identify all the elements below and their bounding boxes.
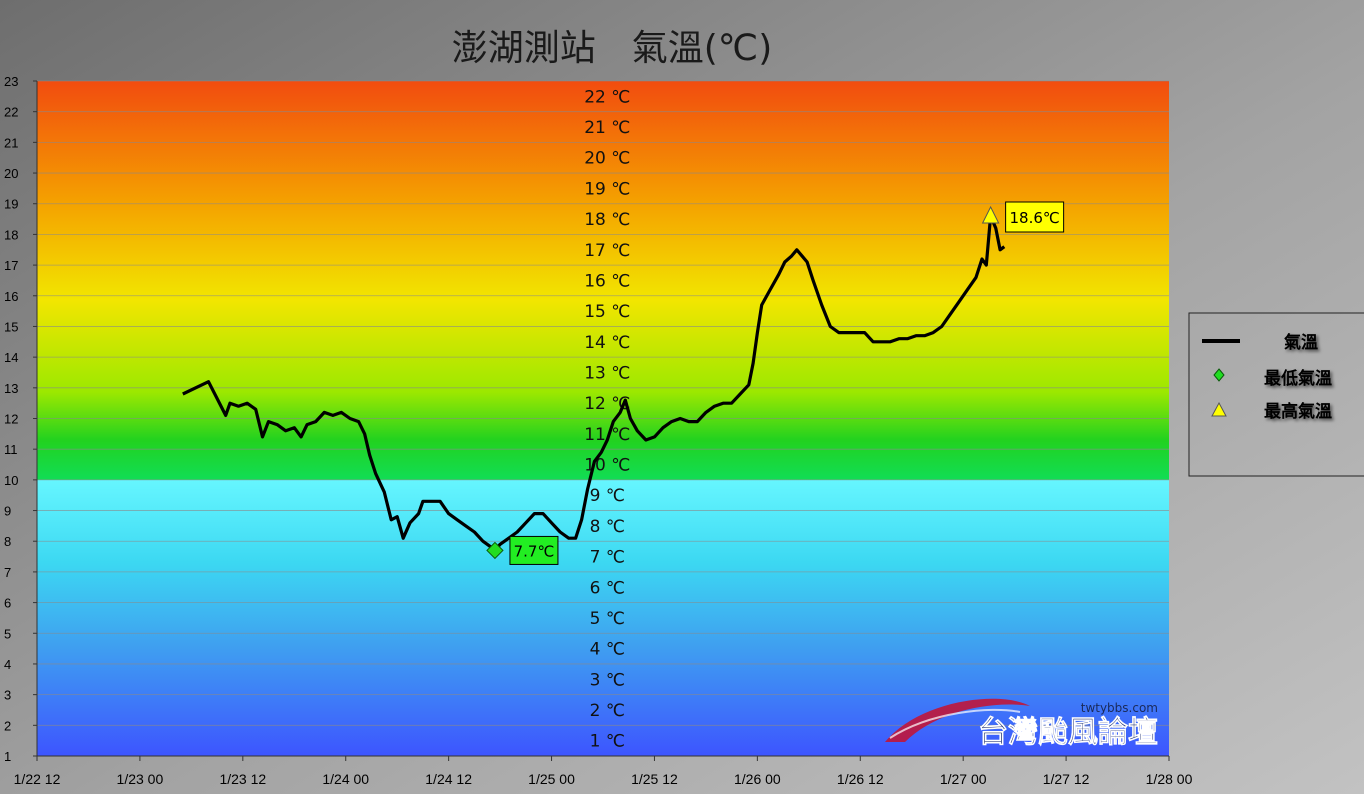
max-temp-label-box xyxy=(1005,201,1065,233)
y-tick-label: 7 xyxy=(4,565,11,580)
band-label: 8 ℃ xyxy=(590,517,625,537)
x-tick-label: 1/23 12 xyxy=(219,771,266,787)
band-label: 7 ℃ xyxy=(590,548,625,568)
y-tick-label: 10 xyxy=(4,473,18,488)
x-tick-label: 1/23 00 xyxy=(117,771,164,787)
band-label: 2 ℃ xyxy=(590,701,625,721)
band-label: 17 ℃ xyxy=(584,241,630,261)
y-tick-label: 9 xyxy=(4,504,11,519)
band-label: 1 ℃ xyxy=(590,732,625,752)
y-tick-label: 14 xyxy=(4,350,18,365)
y-tick-label: 5 xyxy=(4,626,11,641)
band-label: 22 ℃ xyxy=(584,87,630,107)
band-label: 6 ℃ xyxy=(590,578,625,598)
y-tick-label: 6 xyxy=(4,596,11,611)
band-label: 3 ℃ xyxy=(590,670,625,690)
watermark-logo: twtybbs.com 台灣颱風論壇 xyxy=(885,698,1158,750)
band-label: 20 ℃ xyxy=(584,149,630,169)
band-label: 16 ℃ xyxy=(584,271,630,291)
logo-url: twtybbs.com xyxy=(1081,701,1158,715)
y-tick-label: 17 xyxy=(4,258,18,273)
x-tick-label: 1/22 12 xyxy=(14,771,61,787)
min-temp-marker xyxy=(486,541,504,560)
band-label: 14 ℃ xyxy=(584,333,630,353)
y-tick-label: 20 xyxy=(4,166,18,181)
logo-swoosh-icon xyxy=(885,698,1030,742)
x-axis: 1/22 12 1/23 00 1/23 12 1/24 00 1/24 12 1/25 … xyxy=(14,755,1193,787)
plot-area: 22 ℃ 21 ℃ 20 ℃ 19 ℃ 18 ℃ 17 ℃ 16 ℃ 15 ℃ 14 ℃ 13 ℃… xyxy=(37,80,1169,757)
y-tick-label: 11 xyxy=(4,442,18,457)
x-tick-label: 1/24 00 xyxy=(322,771,369,787)
x-tick-label: 1/27 00 xyxy=(940,771,987,787)
x-tick-label: 1/27 12 xyxy=(1043,771,1090,787)
x-tick-label: 1/28 00 xyxy=(1146,771,1193,787)
y-tick-label: 22 xyxy=(4,105,18,120)
band-label: 12 ℃ xyxy=(584,394,630,414)
min-temp-label-box xyxy=(509,535,559,565)
band-label: 19 ℃ xyxy=(584,179,630,199)
x-tick-label: 1/26 00 xyxy=(734,771,781,787)
legend-diamond-icon xyxy=(1213,368,1225,382)
y-tick-label: 12 xyxy=(4,412,18,427)
max-temp-label: 18.6℃ xyxy=(1009,209,1059,227)
band-labels: 22 ℃ 21 ℃ 20 ℃ 19 ℃ 18 ℃ 17 ℃ 16 ℃ 15 ℃ 14 ℃ 13 ℃… xyxy=(584,87,630,751)
legend-triangle-icon xyxy=(1211,401,1227,417)
band-label: 5 ℃ xyxy=(590,609,625,629)
band-label: 15 ℃ xyxy=(584,302,630,322)
logo-name: 台灣颱風論壇 xyxy=(978,715,1158,750)
legend: 氣溫 最低氣溫 最高氣溫 xyxy=(1188,312,1364,477)
y-tick-label: 8 xyxy=(4,534,11,549)
band-label: 4 ℃ xyxy=(590,640,625,660)
band-label: 11 ℃ xyxy=(584,425,630,445)
y-tick-label: 3 xyxy=(4,688,11,703)
band-label: 21 ℃ xyxy=(584,118,630,138)
band-label: 18 ℃ xyxy=(584,210,630,230)
y-tick-label: 13 xyxy=(4,381,18,396)
x-tick-label: 1/24 12 xyxy=(425,771,472,787)
min-temp-label: 7.7℃ xyxy=(514,542,555,560)
x-tick-label: 1/26 12 xyxy=(837,771,884,787)
y-tick-label: 16 xyxy=(4,289,18,304)
y-tick-label: 1 xyxy=(4,749,11,764)
max-temp-marker xyxy=(981,205,1000,224)
y-tick-label: 23 xyxy=(4,74,18,89)
x-tick-label: 1/25 00 xyxy=(528,771,575,787)
y-tick-label: 19 xyxy=(4,197,18,212)
y-tick-label: 4 xyxy=(4,657,11,672)
y-tick-label: 21 xyxy=(4,135,18,150)
legend-label-min: 最低氣溫 xyxy=(1264,368,1332,389)
markers: 7.7℃ 18.6℃ xyxy=(486,201,1065,565)
y-tick-label: 2 xyxy=(4,718,11,733)
x-tick-label: 1/25 12 xyxy=(631,771,678,787)
chart-title: 澎湖測站 氣溫(℃) xyxy=(452,28,773,69)
band-label: 9 ℃ xyxy=(590,486,625,506)
legend-label-max: 最高氣溫 xyxy=(1264,401,1332,422)
legend-box xyxy=(1188,312,1364,477)
y-tick-label: 15 xyxy=(4,319,18,334)
temperature-line xyxy=(182,214,1006,552)
temperature-series-line xyxy=(182,214,1006,552)
legend-label-temp: 氣溫 xyxy=(1284,332,1318,353)
y-tick-label: 18 xyxy=(4,227,18,242)
band-label: 13 ℃ xyxy=(584,363,630,383)
